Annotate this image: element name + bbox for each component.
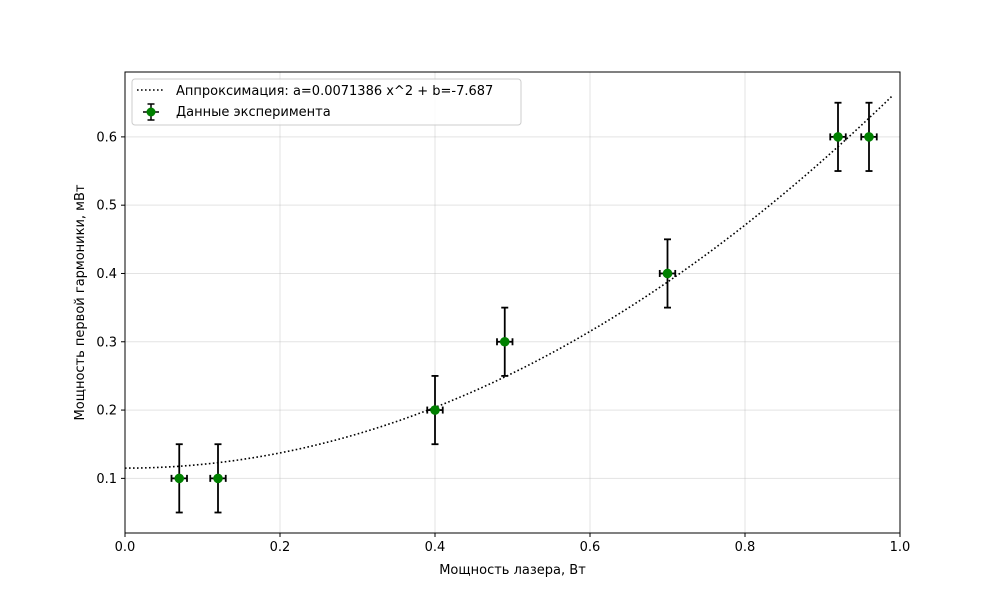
grid bbox=[124, 72, 901, 533]
y-tick-label: 0.2 bbox=[96, 404, 117, 419]
data-series bbox=[170, 101, 878, 514]
x-tick-label: 1.0 bbox=[890, 540, 911, 555]
legend-frame bbox=[131, 78, 522, 126]
y-axis-label: Мощность первой гармоники, мВт bbox=[73, 184, 88, 420]
x-tick-label: 0.8 bbox=[735, 540, 756, 555]
x-tick-label: 0.2 bbox=[270, 540, 291, 555]
data-point-marker bbox=[662, 268, 673, 279]
x-axis-label: Мощность лазера, Вт bbox=[439, 563, 586, 578]
legend-data-label: Данные эксперимента bbox=[176, 105, 331, 120]
y-tick-label: 0.1 bbox=[96, 472, 117, 487]
x-axis-ticks: 0.0 0.2 0.4 0.6 0.8 1.0 bbox=[115, 533, 911, 555]
data-point-marker bbox=[430, 405, 440, 415]
data-point bbox=[426, 375, 444, 446]
x-tick-label: 0.6 bbox=[580, 540, 601, 555]
data-point-marker bbox=[174, 473, 185, 484]
legend-data-swatch bbox=[143, 103, 159, 121]
data-point-marker bbox=[833, 132, 843, 142]
fit-series bbox=[124, 95, 893, 469]
y-axis-ticks: 0.1 0.2 0.3 0.4 0.5 0.6 bbox=[96, 130, 125, 487]
data-point bbox=[209, 443, 227, 514]
data-point bbox=[829, 101, 847, 172]
data-point bbox=[860, 101, 878, 172]
y-tick-label: 0.3 bbox=[96, 335, 117, 350]
y-tick-label: 0.5 bbox=[96, 199, 117, 214]
x-tick-label: 0.0 bbox=[115, 540, 136, 555]
y-tick-label: 0.4 bbox=[96, 267, 117, 282]
legend: Аппроксимация: a=0.0071386 x^2 + b=-7.68… bbox=[131, 78, 522, 126]
data-point-marker bbox=[499, 336, 510, 347]
y-tick-label: 0.6 bbox=[96, 130, 117, 145]
x-tick-label: 0.4 bbox=[425, 540, 446, 555]
data-point bbox=[496, 306, 514, 377]
data-point bbox=[658, 238, 677, 309]
data-point-marker bbox=[864, 132, 874, 142]
data-point bbox=[170, 443, 188, 514]
data-point-marker bbox=[213, 473, 223, 484]
legend-fit-label: Аппроксимация: a=0.0071386 x^2 + b=-7.68… bbox=[176, 84, 493, 99]
axes-frame bbox=[124, 71, 901, 534]
fit-curve bbox=[124, 95, 893, 469]
